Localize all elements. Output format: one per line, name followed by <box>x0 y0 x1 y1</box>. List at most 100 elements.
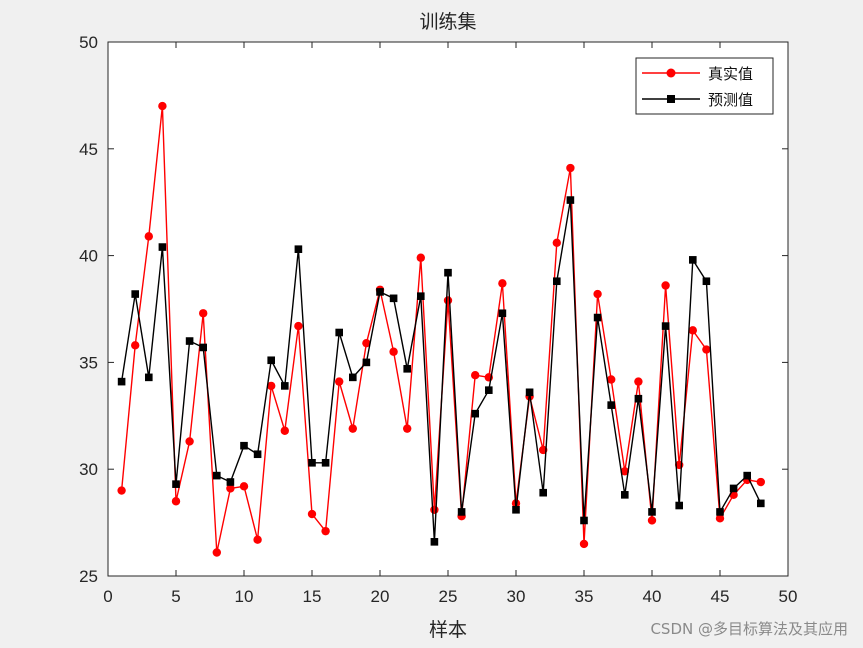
data-point <box>389 294 398 303</box>
data-point <box>362 338 371 348</box>
data-point <box>443 296 453 305</box>
chart-title: 训练集 <box>419 11 476 33</box>
x-tick-label: 5 <box>171 587 180 606</box>
data-point <box>267 381 276 391</box>
data-point <box>647 516 657 525</box>
data-point <box>253 535 262 544</box>
data-point <box>715 514 725 523</box>
data-point <box>552 238 561 247</box>
y-tick-label: 50 <box>79 33 98 52</box>
data-point <box>729 484 738 493</box>
data-point <box>756 477 765 487</box>
data-point <box>471 371 480 380</box>
data-point <box>430 505 439 514</box>
watermark: CSDN @多目标算法及其应用 <box>650 620 848 638</box>
data-point <box>689 256 697 264</box>
data-point <box>661 281 670 290</box>
data-point <box>498 309 507 318</box>
data-point <box>471 409 479 418</box>
data-point <box>158 101 167 111</box>
data-point <box>117 486 126 495</box>
x-tick-label: 40 <box>643 587 662 606</box>
data-point <box>239 482 249 491</box>
data-point <box>307 509 317 519</box>
data-point <box>321 458 330 467</box>
x-tick-label: 0 <box>103 587 112 606</box>
data-point <box>144 232 153 241</box>
data-point <box>648 508 656 516</box>
legend-label-true: 真实值 <box>708 65 753 83</box>
x-tick-label: 30 <box>507 587 526 606</box>
data-point <box>172 480 180 488</box>
data-point <box>607 375 616 384</box>
data-point <box>743 471 751 480</box>
legend: 真实值 预测值 <box>635 57 774 115</box>
data-point <box>199 309 208 318</box>
legend-marker-true <box>666 68 676 78</box>
data-point <box>267 356 275 365</box>
series-predicted-values <box>117 196 765 546</box>
data-point <box>226 484 235 493</box>
data-point <box>688 326 697 335</box>
data-point <box>212 548 221 557</box>
data-point <box>117 377 126 386</box>
data-point <box>280 426 289 435</box>
data-point <box>416 253 425 262</box>
x-tick-label: 45 <box>711 587 730 606</box>
data-point <box>553 277 561 286</box>
data-point <box>580 516 588 525</box>
data-point <box>417 292 425 300</box>
data-point <box>579 539 589 549</box>
data-point <box>376 288 384 296</box>
ticks-layer: 0 5 10 15 20 25 30 35 40 45 50 25 30 35 40 45 50 <box>79 33 797 606</box>
data-point <box>240 441 248 450</box>
data-point <box>702 345 711 354</box>
data-point <box>593 289 602 299</box>
data-point <box>621 491 629 499</box>
data-point <box>199 343 207 352</box>
data-point <box>634 394 643 403</box>
data-point <box>389 347 398 356</box>
data-point <box>702 277 711 286</box>
x-tick-label: 10 <box>235 587 254 606</box>
data-point <box>675 501 683 510</box>
series-layer <box>117 101 765 557</box>
data-point <box>213 471 221 480</box>
data-point <box>539 488 547 497</box>
data-point <box>308 458 316 467</box>
data-point <box>335 328 343 337</box>
data-point <box>226 478 235 486</box>
x-tick-label: 15 <box>303 587 322 606</box>
data-point <box>294 245 303 253</box>
data-point <box>457 508 466 516</box>
data-point <box>512 505 520 514</box>
data-point <box>403 424 412 433</box>
data-point <box>566 196 575 204</box>
data-point <box>171 497 181 506</box>
x-axis-label: 样本 <box>429 619 467 641</box>
x-tick-label: 35 <box>575 587 594 606</box>
data-point <box>607 401 615 409</box>
data-point <box>321 526 330 536</box>
y-tick-label: 35 <box>79 353 98 372</box>
data-point <box>335 377 344 386</box>
data-point <box>620 467 629 476</box>
y-tick-label: 45 <box>79 140 98 159</box>
data-point <box>253 450 262 459</box>
y-tick-label: 40 <box>79 247 98 266</box>
data-point <box>294 321 303 331</box>
data-point <box>634 377 643 386</box>
x-tick-label: 20 <box>371 587 390 606</box>
data-point <box>444 268 452 277</box>
data-point <box>145 373 153 382</box>
legend-label-predicted: 预测值 <box>708 91 753 109</box>
x-tick-label: 50 <box>779 587 798 606</box>
data-point <box>757 499 765 508</box>
data-point <box>185 337 194 345</box>
data-point <box>485 386 493 394</box>
data-point <box>566 163 575 173</box>
data-point <box>131 341 140 350</box>
data-point <box>430 538 439 546</box>
